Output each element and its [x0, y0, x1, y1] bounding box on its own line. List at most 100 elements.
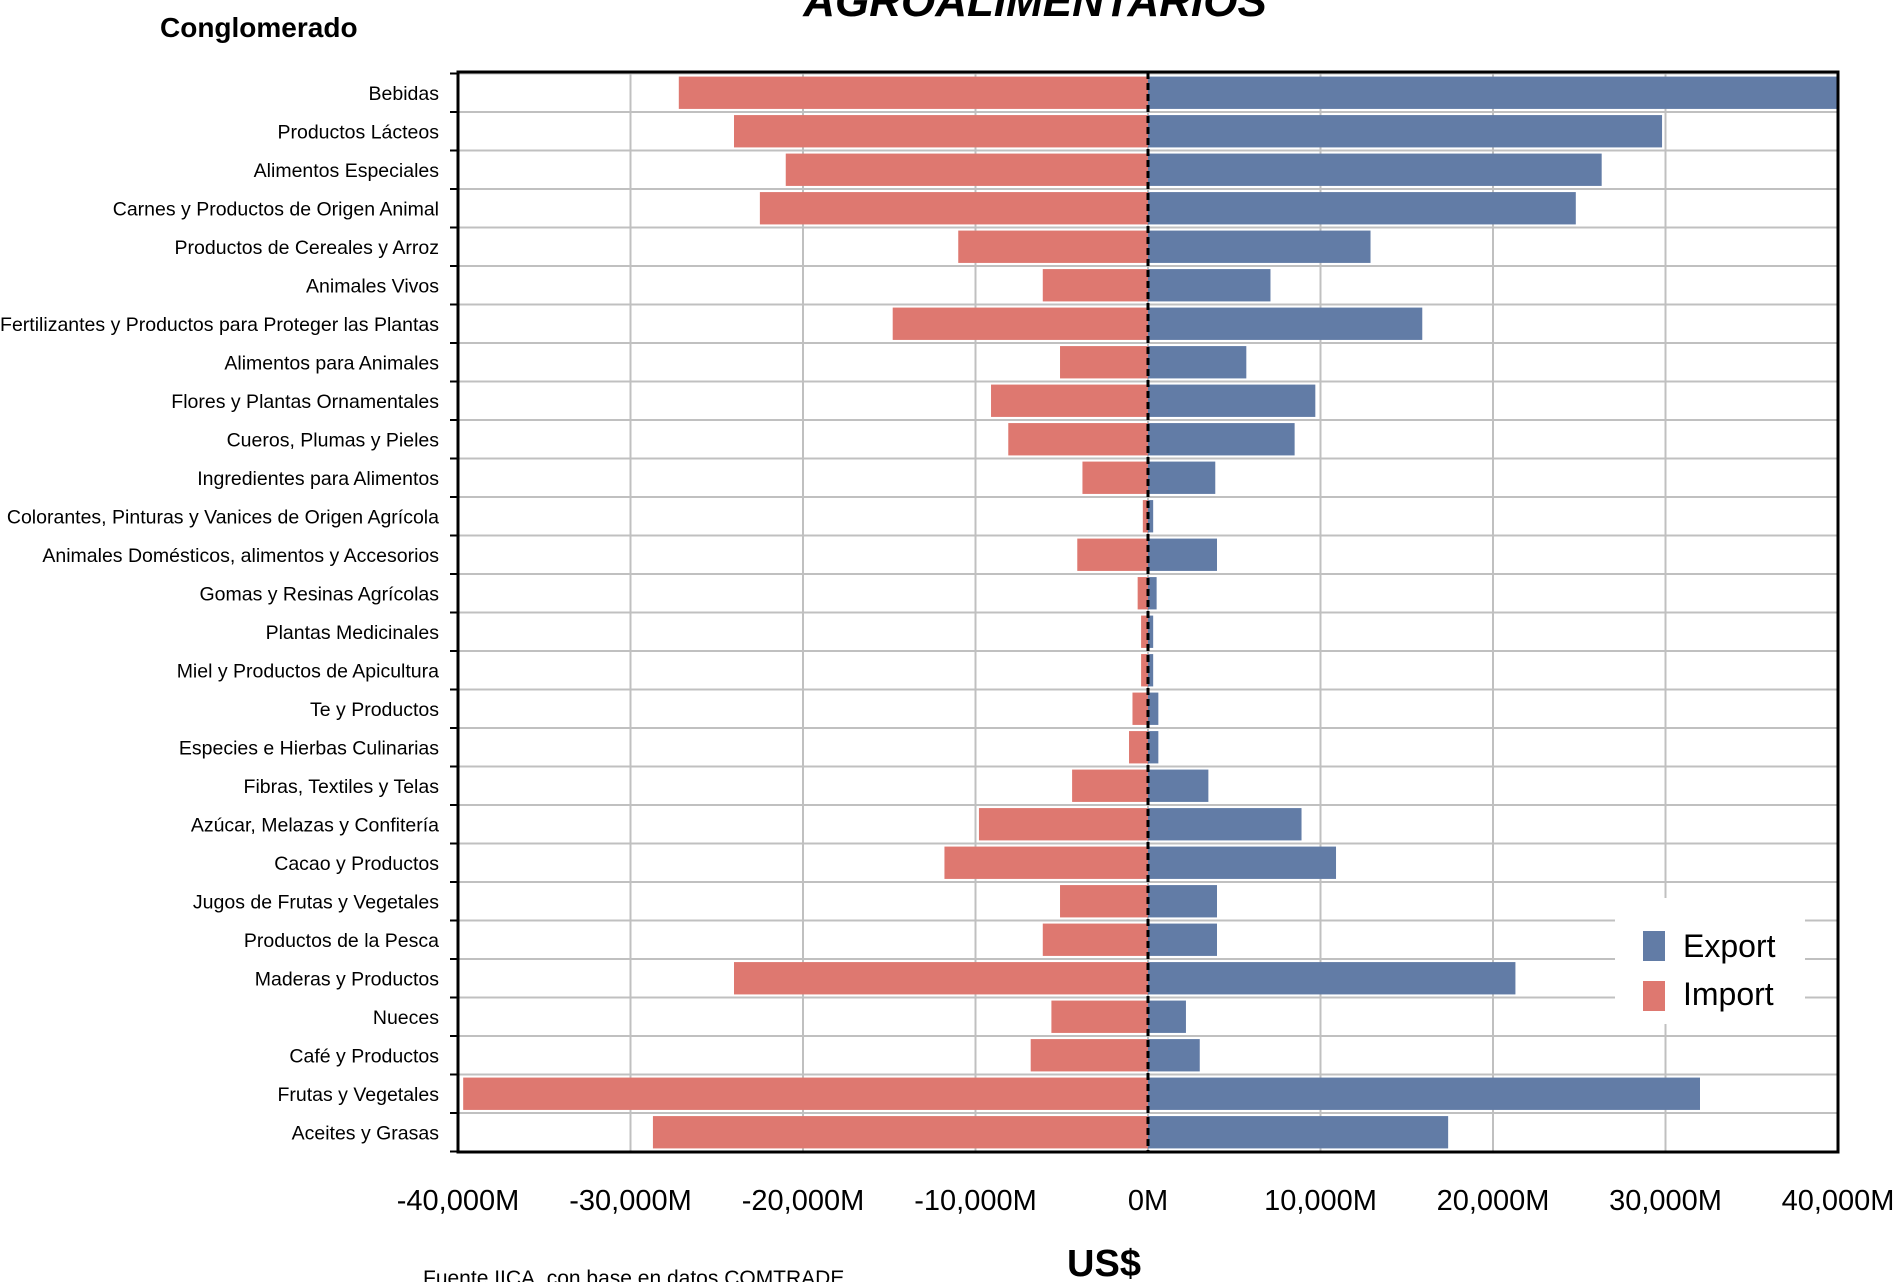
bar-import [1142, 500, 1148, 533]
category-label: Fertilizantes y Productos para Proteger … [0, 314, 439, 336]
bar-import [1132, 692, 1148, 725]
bar-import [463, 1077, 1148, 1110]
bar-import [1060, 885, 1148, 918]
x-tick-label: -30,000M [569, 1185, 692, 1217]
category-label: Especies e Hierbas Culinarias [179, 737, 439, 759]
bar-export [1148, 769, 1209, 802]
x-tick-label: -40,000M [397, 1185, 520, 1217]
bar-import [1141, 615, 1148, 648]
bar-export [1148, 1039, 1200, 1072]
bar-import [892, 307, 1148, 340]
x-tick-label: 20,000M [1437, 1185, 1550, 1217]
bar-export [1148, 1116, 1449, 1149]
bar-export [1148, 153, 1602, 186]
bar-export [1148, 384, 1316, 417]
bar-export [1148, 538, 1217, 571]
x-tick-label: 40,000M [1782, 1185, 1895, 1217]
category-label: Nueces [373, 1007, 439, 1029]
bar-export [1148, 692, 1159, 725]
category-label: Jugos de Frutas y Vegetales [193, 891, 439, 913]
category-label: Plantas Medicinales [266, 622, 440, 644]
bar-import [759, 192, 1148, 225]
bar-export [1148, 1000, 1186, 1033]
legend-swatch-import [1643, 981, 1665, 1011]
bar-export [1148, 230, 1371, 263]
bar-import [1042, 923, 1148, 956]
bar-export [1148, 423, 1295, 456]
category-label: Alimentos para Animales [224, 352, 439, 374]
bar-export [1148, 500, 1154, 533]
category-label: Azúcar, Melazas y Confitería [191, 814, 439, 836]
bar-export [1148, 461, 1216, 494]
category-label: Cacao y Productos [274, 853, 439, 875]
bar-import [785, 153, 1148, 186]
bar-import [1030, 1039, 1148, 1072]
bar-import [1137, 577, 1148, 610]
bar-export [1148, 115, 1663, 148]
category-label: Gomas y Resinas Agrícolas [199, 583, 439, 605]
x-tick-label: -10,000M [914, 1185, 1037, 1217]
plot-frame [450, 70, 1840, 1154]
category-header: Conglomerado [160, 12, 358, 43]
bar-import [1077, 538, 1148, 571]
x-tick-labels: -40,000M -30,000M -20,000M -10,000M 0M 10,000… [397, 1185, 1895, 1217]
bar-export [1148, 307, 1423, 340]
bar-import [1051, 1000, 1148, 1033]
category-label: Te y Productos [310, 699, 439, 721]
bar-export [1148, 1077, 1700, 1110]
category-label: Café y Productos [289, 1045, 439, 1067]
bar-export [1148, 615, 1154, 648]
category-label: Aceites y Grasas [292, 1122, 440, 1144]
bar-export [1148, 962, 1516, 995]
legend-swatch-export [1643, 931, 1665, 961]
category-label: Productos de Cereales y Arroz [175, 237, 439, 259]
bar-import [678, 76, 1148, 109]
category-label: Productos de la Pesca [244, 930, 439, 952]
bar-import [1072, 769, 1148, 802]
bar-export [1148, 731, 1159, 764]
bar-import [1008, 423, 1148, 456]
bar-export [1148, 846, 1337, 879]
bar-import [958, 230, 1148, 263]
x-tick-label: 30,000M [1609, 1185, 1722, 1217]
x-tick-label: -20,000M [742, 1185, 865, 1217]
bar-import [1082, 461, 1148, 494]
bar-import [652, 1116, 1148, 1149]
x-tick-label: 10,000M [1264, 1185, 1377, 1217]
bar-export [1148, 808, 1302, 841]
category-label: Miel y Productos de Apicultura [177, 660, 439, 682]
category-label: Colorantes, Pinturas y Vanices de Origen… [7, 506, 439, 528]
chart-title: AGROALIMENTARIOS [802, 0, 1267, 26]
bar-import [978, 808, 1148, 841]
source-note: Fuente IICA, con base en datos COMTRADE [423, 1267, 844, 1282]
bar-import [991, 384, 1148, 417]
category-label: Ingredientes para Alimentos [197, 468, 439, 490]
category-label: Bebidas [369, 83, 440, 105]
bar-export [1148, 346, 1247, 379]
x-tick-label: 0M [1128, 1185, 1168, 1217]
bar-export [1148, 76, 1838, 109]
legend-label-export: Export [1683, 928, 1776, 964]
category-label: Cueros, Plumas y Pieles [227, 429, 440, 451]
category-label: Productos Lácteos [277, 121, 439, 143]
bar-export [1148, 923, 1217, 956]
category-label: Carnes y Productos de Origen Animal [113, 198, 439, 220]
bar-import [1042, 269, 1148, 302]
bar-export [1148, 192, 1576, 225]
category-label: Animales Vivos [306, 275, 439, 297]
bar-export [1148, 577, 1157, 610]
bars [463, 76, 1838, 1149]
category-label: Alimentos Especiales [254, 160, 440, 182]
category-labels: Bebidas Productos Lácteos Alimentos Especi… [0, 83, 439, 1145]
bar-import [944, 846, 1148, 879]
legend: Export Import [1615, 898, 1805, 1024]
category-label: Frutas y Vegetales [277, 1084, 439, 1106]
bar-import [1141, 654, 1148, 687]
x-axis-title: US$ [1067, 1243, 1141, 1282]
category-label: Maderas y Productos [255, 968, 440, 990]
bar-export [1148, 654, 1154, 687]
bar-import [734, 115, 1148, 148]
bar-import [734, 962, 1148, 995]
bar-import [1060, 346, 1148, 379]
category-label: Animales Domésticos, alimentos y Accesor… [42, 545, 439, 567]
